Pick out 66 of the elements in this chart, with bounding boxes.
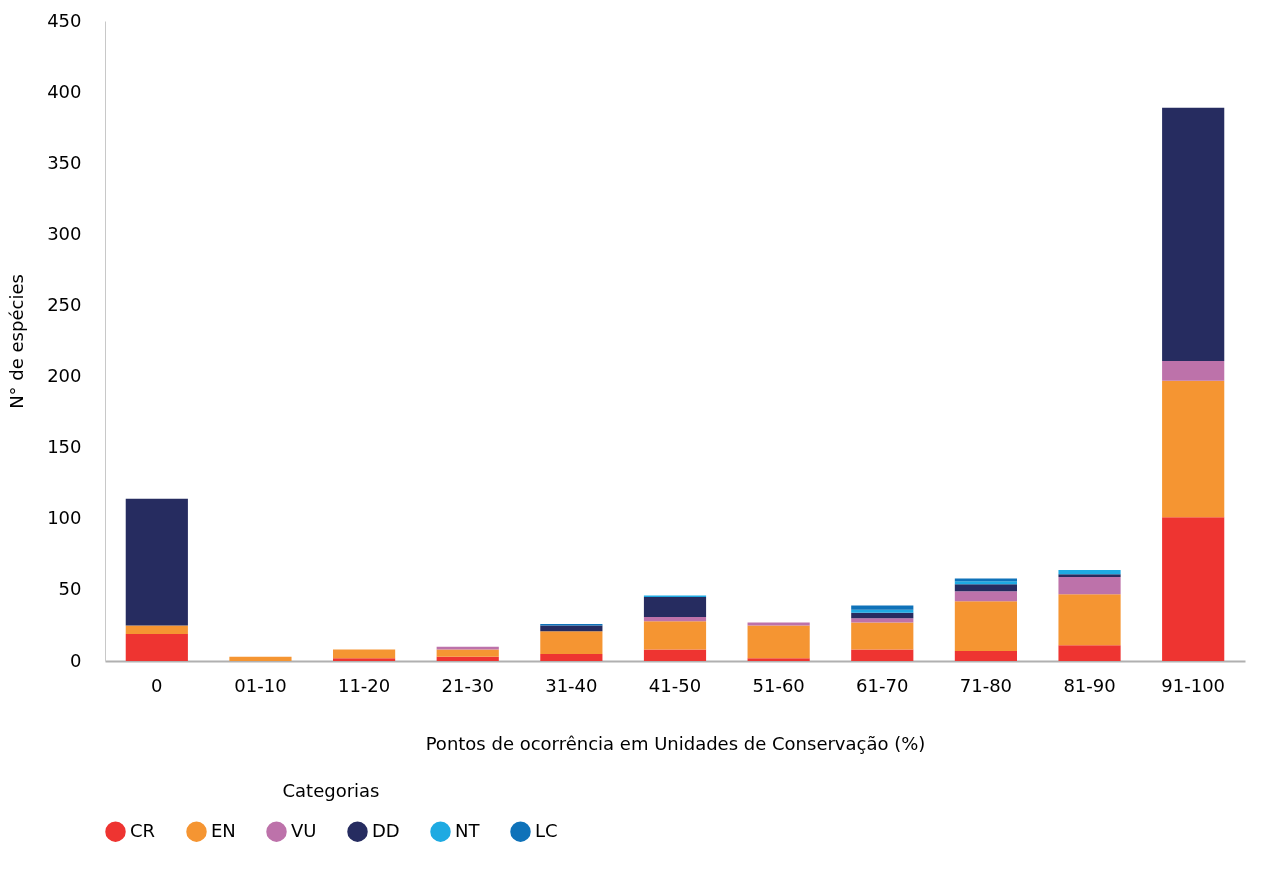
bar (436, 649, 499, 657)
bar (643, 597, 707, 617)
x-tick-label: 71-80 (959, 674, 1013, 696)
bar (1058, 574, 1121, 578)
y-tick-label: 100 (47, 507, 82, 529)
legend-label: DD (372, 819, 400, 841)
legend-label: CR (130, 819, 156, 841)
bar (1058, 577, 1121, 595)
bar (643, 621, 707, 650)
bar (851, 609, 914, 613)
bar (954, 601, 1017, 652)
bar (954, 591, 1017, 602)
bar (747, 658, 810, 661)
legend-label: EN (211, 819, 236, 841)
legend-label: NT (455, 819, 481, 841)
bar (540, 631, 603, 654)
bar (333, 649, 396, 659)
bar (1162, 380, 1225, 518)
x-tick-label: 21-30 (441, 674, 494, 696)
legend-title: Categorias (282, 780, 380, 801)
bar (1058, 645, 1121, 661)
bar (747, 625, 810, 659)
y-tick-label: 0 (70, 649, 82, 671)
bar (229, 656, 292, 661)
x-axis-title: Pontos de ocorrência em Unidades de Conservação (%) (425, 732, 926, 754)
bar (954, 651, 1017, 661)
y-tick-label: 350 (47, 151, 82, 173)
y-axis-title: N° de espécies (6, 274, 28, 409)
y-tick-label: 150 (47, 436, 82, 458)
x-tick-label: 61-70 (856, 674, 909, 696)
bar (643, 616, 707, 622)
x-tick-label: 0 (151, 674, 163, 696)
y-tick-label: 250 (47, 293, 82, 315)
bar (851, 618, 914, 623)
bar (1162, 107, 1225, 361)
bar (125, 498, 188, 626)
x-tick-label: 91-100 (1161, 674, 1226, 696)
bar (1162, 360, 1225, 381)
x-tick-label: 31-40 (545, 674, 598, 696)
y-tick-label: 450 (47, 9, 82, 31)
bar (851, 622, 914, 650)
legend-label: VU (291, 819, 317, 841)
bar (125, 633, 188, 661)
bar (436, 646, 499, 650)
x-tick-label: 41-50 (648, 674, 702, 696)
y-tick-label: 200 (47, 365, 82, 387)
y-tick-label: 50 (58, 578, 82, 600)
bar (333, 658, 396, 661)
bar (851, 649, 914, 661)
bar (1058, 569, 1121, 575)
bar (1058, 594, 1121, 646)
x-tick-label: 81-90 (1063, 674, 1116, 696)
legend-label: LC (535, 819, 558, 841)
bar (851, 605, 914, 610)
bar (436, 656, 499, 661)
bar (954, 584, 1017, 592)
x-tick-label: 01-10 (234, 674, 287, 696)
bar (540, 625, 603, 632)
y-tick-label: 400 (47, 80, 82, 102)
y-tick-label: 300 (47, 222, 82, 244)
bar (643, 649, 707, 661)
x-tick-label: 11-20 (337, 674, 391, 696)
bar (125, 625, 188, 634)
x-tick-label: 51-60 (752, 674, 805, 696)
bar (540, 653, 603, 661)
bar (1162, 517, 1225, 661)
